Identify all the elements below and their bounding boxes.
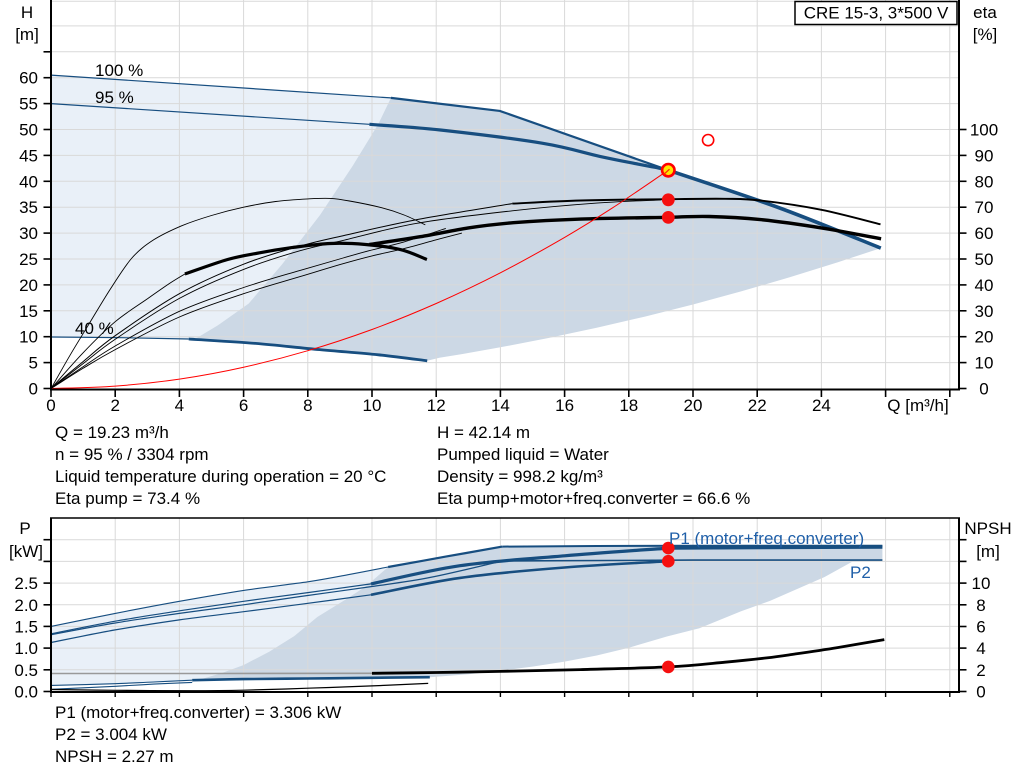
svg-text:2: 2 (976, 661, 985, 680)
svg-text:Eta pump+motor+freq.converter: Eta pump+motor+freq.converter = 66.6 % (437, 489, 750, 508)
svg-text:30: 30 (975, 302, 994, 321)
svg-text:P2: P2 (850, 563, 871, 582)
svg-text:P1 (motor+freq.converter) = 3.: P1 (motor+freq.converter) = 3.306 kW (55, 703, 341, 722)
svg-text:12: 12 (427, 396, 446, 415)
svg-text:2.5: 2.5 (14, 574, 38, 593)
svg-text:5: 5 (29, 354, 38, 373)
svg-text:50: 50 (975, 250, 994, 269)
svg-text:[m]: [m] (976, 542, 1000, 561)
svg-text:20: 20 (975, 328, 994, 347)
svg-text:Density = 998.2 kg/m³: Density = 998.2 kg/m³ (437, 467, 603, 486)
svg-text:20: 20 (19, 276, 38, 295)
svg-text:70: 70 (975, 198, 994, 217)
svg-text:60: 60 (975, 224, 994, 243)
svg-text:100 %: 100 % (95, 61, 143, 80)
svg-text:18: 18 (619, 396, 638, 415)
svg-text:6: 6 (239, 396, 248, 415)
svg-text:[m]: [m] (15, 25, 39, 44)
svg-text:24: 24 (812, 396, 831, 415)
svg-text:Pumped liquid = Water: Pumped liquid = Water (437, 445, 609, 464)
svg-text:35: 35 (19, 198, 38, 217)
svg-text:1.0: 1.0 (14, 639, 38, 658)
svg-text:2.0: 2.0 (14, 596, 38, 615)
svg-text:25: 25 (19, 250, 38, 269)
svg-text:8: 8 (303, 396, 312, 415)
svg-text:0: 0 (976, 683, 985, 702)
svg-text:10: 10 (363, 396, 382, 415)
svg-text:H = 42.14 m: H = 42.14 m (437, 423, 530, 442)
svg-text:0.0: 0.0 (14, 683, 38, 702)
svg-text:80: 80 (975, 172, 994, 191)
svg-text:Q = 19.23 m³/h: Q = 19.23 m³/h (55, 423, 169, 442)
svg-text:40: 40 (975, 276, 994, 295)
svg-text:Q [m³/h]: Q [m³/h] (887, 396, 948, 415)
svg-text:22: 22 (748, 396, 767, 415)
svg-text:60: 60 (19, 69, 38, 88)
svg-text:NPSH = 2.27 m: NPSH = 2.27 m (55, 747, 174, 766)
svg-text:8: 8 (976, 596, 985, 615)
svg-text:90: 90 (975, 146, 994, 165)
svg-text:10: 10 (975, 354, 994, 373)
svg-text:95 %: 95 % (95, 88, 134, 107)
svg-text:20: 20 (684, 396, 703, 415)
svg-text:40: 40 (19, 172, 38, 191)
svg-text:10: 10 (19, 328, 38, 347)
svg-text:4: 4 (175, 396, 184, 415)
svg-text:[kW]: [kW] (9, 542, 43, 561)
svg-text:Eta pump = 73.4 %: Eta pump = 73.4 % (55, 489, 200, 508)
svg-text:0: 0 (979, 380, 988, 399)
svg-text:4: 4 (976, 639, 985, 658)
svg-text:45: 45 (19, 146, 38, 165)
svg-text:P: P (19, 519, 30, 538)
svg-text:0.5: 0.5 (14, 661, 38, 680)
svg-text:16: 16 (555, 396, 574, 415)
svg-text:14: 14 (491, 396, 510, 415)
svg-text:n = 95 % / 3304 rpm: n = 95 % / 3304 rpm (55, 445, 209, 464)
svg-text:0: 0 (46, 396, 55, 415)
svg-text:H: H (21, 3, 33, 22)
svg-text:NPSH: NPSH (964, 519, 1011, 538)
svg-text:Liquid temperature during oper: Liquid temperature during operation = 20… (55, 467, 386, 486)
svg-text:P2 = 3.004 kW: P2 = 3.004 kW (55, 725, 167, 744)
svg-text:30: 30 (19, 224, 38, 243)
svg-text:2: 2 (110, 396, 119, 415)
svg-text:15: 15 (19, 302, 38, 321)
svg-text:100: 100 (970, 121, 998, 140)
svg-text:10: 10 (972, 574, 991, 593)
svg-text:55: 55 (19, 95, 38, 114)
svg-text:40 %: 40 % (75, 319, 114, 338)
svg-text:0: 0 (29, 380, 38, 399)
svg-text:P1 (motor+freq.converter): P1 (motor+freq.converter) (669, 529, 864, 548)
svg-text:CRE 15-3, 3*500 V: CRE 15-3, 3*500 V (804, 4, 949, 23)
svg-text:6: 6 (976, 617, 985, 636)
svg-text:eta: eta (973, 3, 997, 22)
svg-text:[%]: [%] (973, 25, 998, 44)
svg-text:1.5: 1.5 (14, 617, 38, 636)
svg-text:50: 50 (19, 121, 38, 140)
